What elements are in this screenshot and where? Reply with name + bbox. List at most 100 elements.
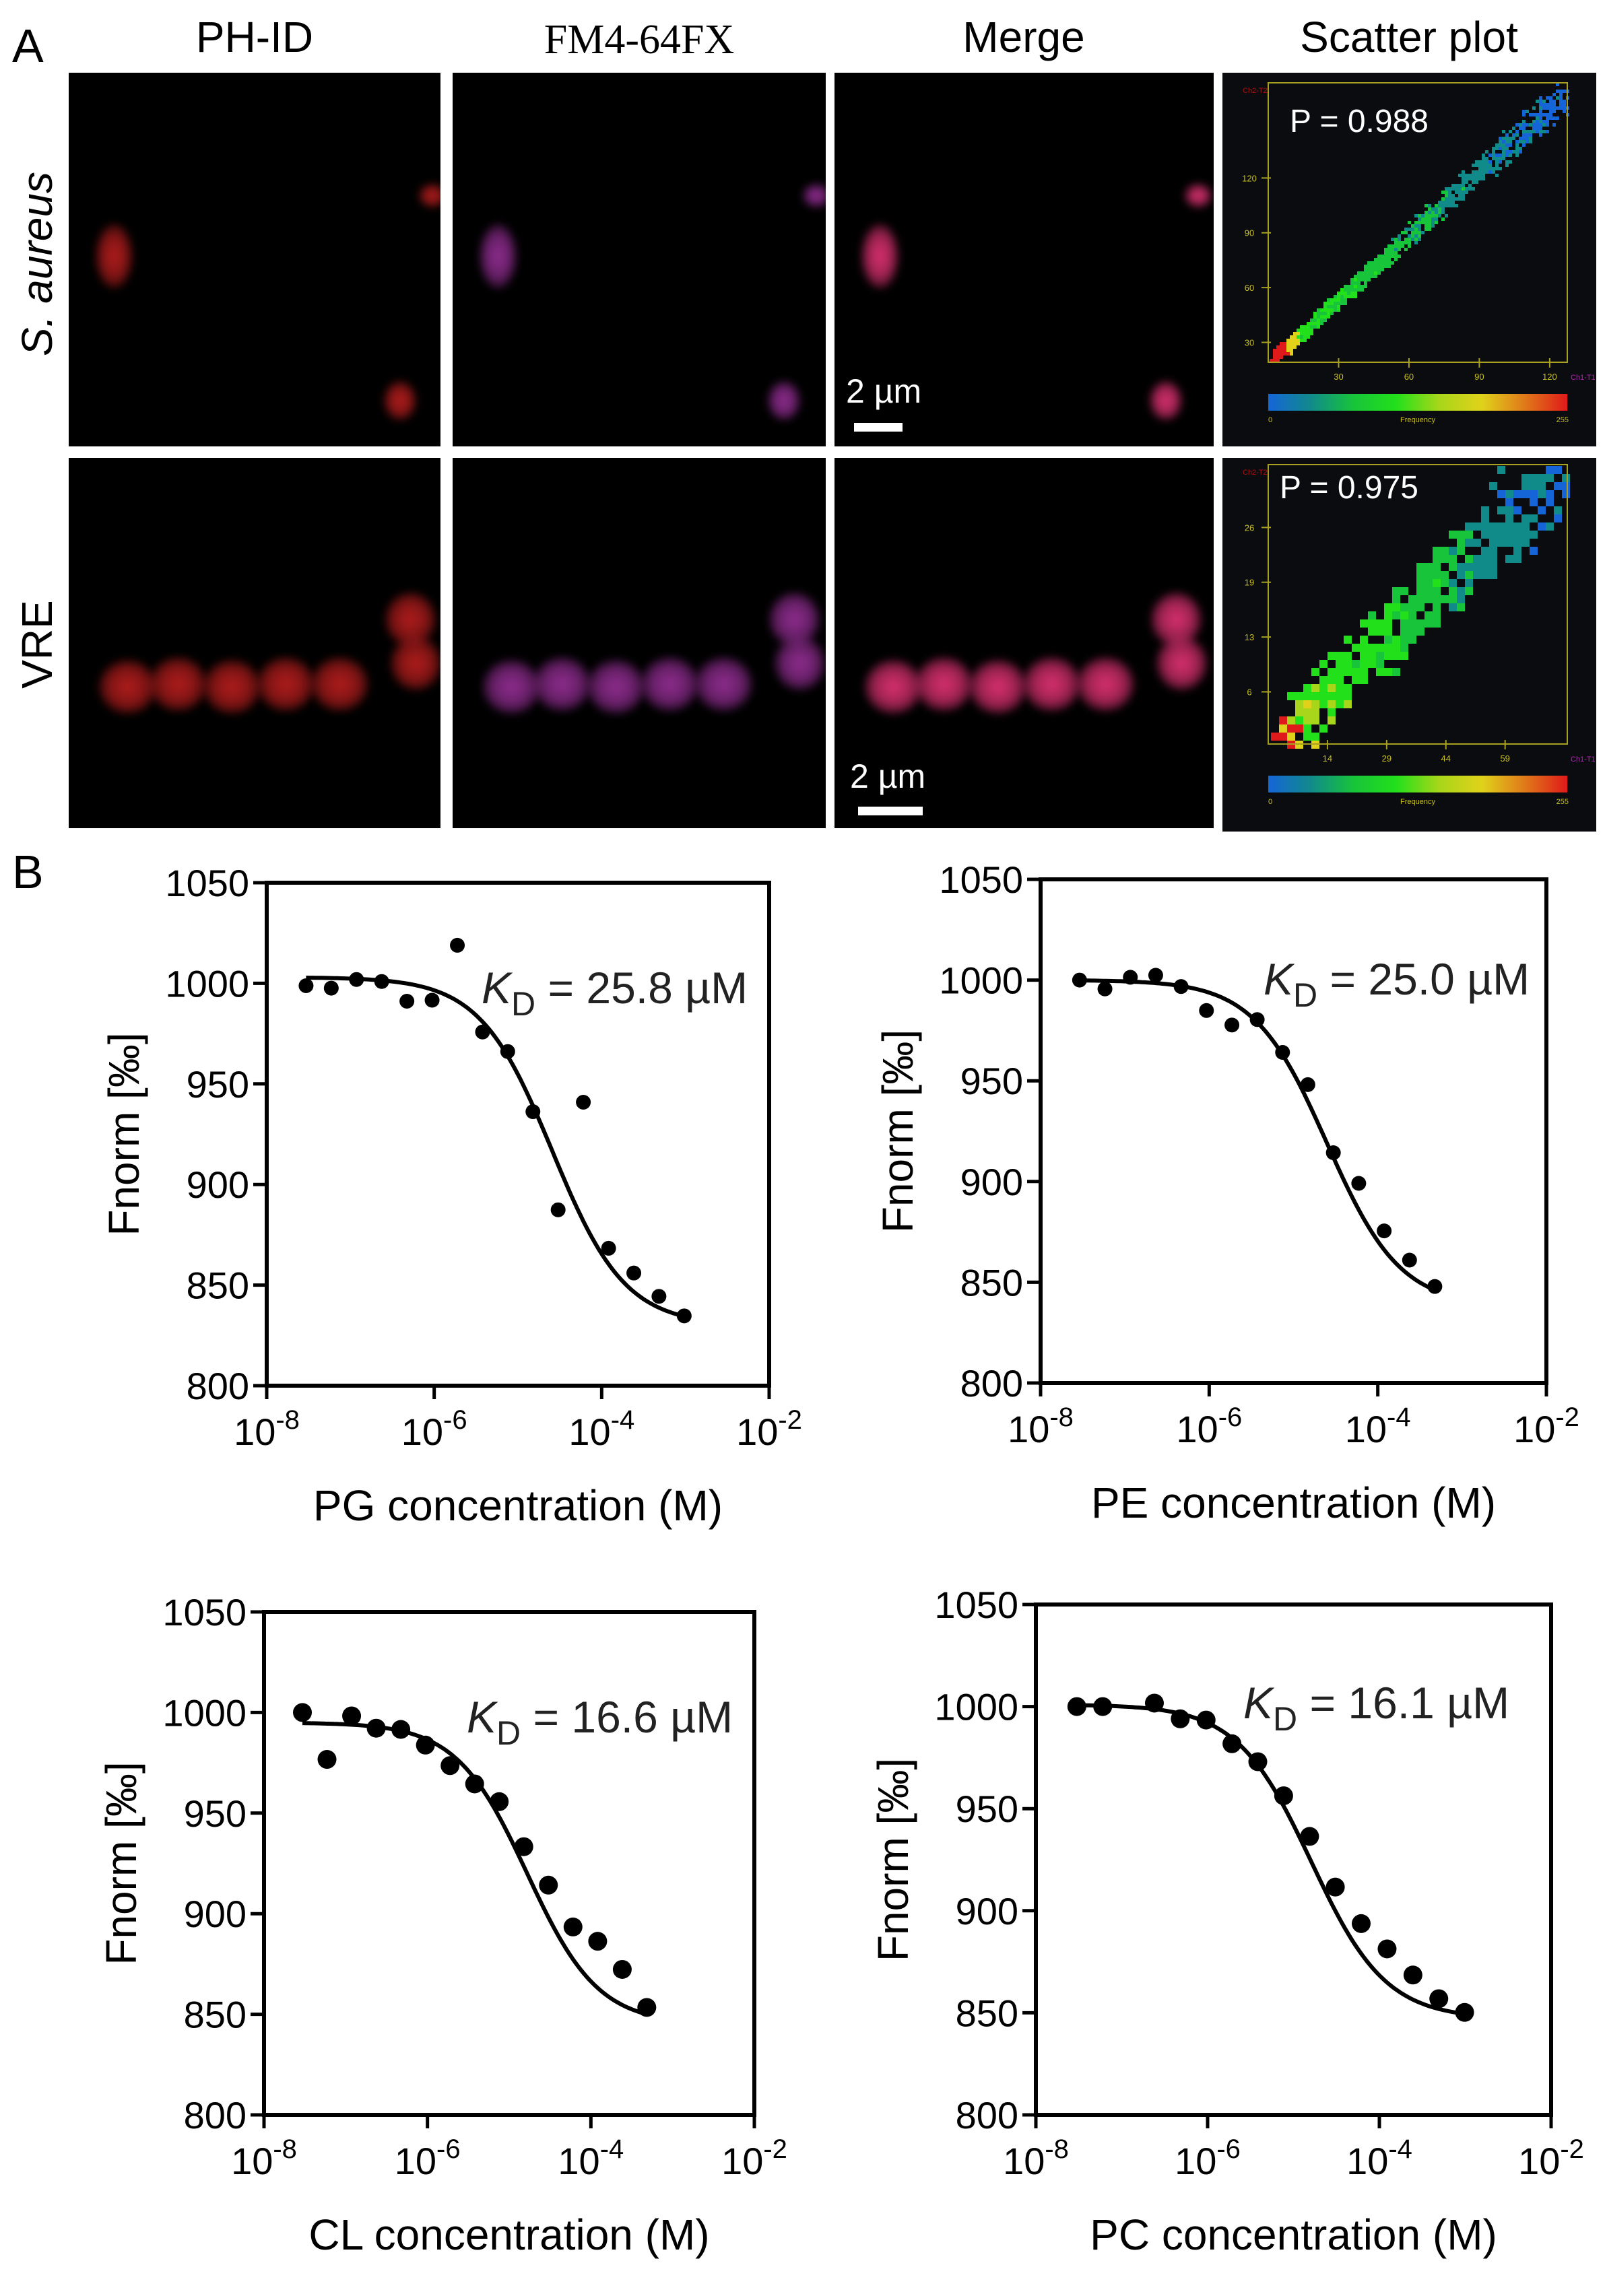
scatter-pixel [1475, 180, 1478, 184]
scatter-pixel [1384, 628, 1392, 636]
scatter-pixel [1394, 251, 1398, 255]
scatter-pixel [1424, 595, 1433, 603]
scatter-pixel [1303, 708, 1311, 716]
scatter-pixel [1441, 191, 1445, 194]
kd-value: = 16.1 µM [1297, 1678, 1509, 1728]
scatter-pixel [1307, 329, 1310, 332]
scatter-pixel [1549, 116, 1552, 120]
scatter-pixel [1280, 345, 1283, 349]
scatter-pixel [1323, 315, 1327, 318]
micrograph-fm4-64fx-vre [453, 458, 826, 828]
scatter-pixel [1344, 288, 1347, 292]
scatter-pixel [1377, 265, 1381, 268]
scatter-pixel [1492, 157, 1495, 160]
scatter-pixel [1344, 298, 1347, 302]
scatter-pixel [1336, 660, 1344, 668]
data-point [293, 1703, 313, 1722]
fit-curve [302, 1721, 648, 2017]
scatter-pixel [1327, 305, 1330, 308]
tick-base: 10 [736, 1411, 778, 1453]
scatter-pixel [1317, 308, 1320, 312]
data-point [612, 1959, 632, 1979]
scatter-pixel [1495, 167, 1499, 170]
scatter-pixel [1441, 201, 1445, 204]
cell [96, 224, 133, 288]
scatter-pixel [1481, 522, 1489, 531]
y-tick-label: 1050 [939, 858, 1023, 901]
scatter-pixel [1398, 255, 1401, 258]
scatter-pixel [1295, 692, 1303, 700]
cell [915, 657, 973, 711]
cell [1150, 381, 1182, 420]
scatter-pixel [1465, 177, 1468, 180]
scatter-pixel [1319, 676, 1328, 684]
scatter-pixel [1392, 595, 1400, 603]
scatter-ytick-label: 19 [1245, 578, 1254, 588]
x-tick-label: 10-2 [1513, 1403, 1579, 1450]
scatter-pixel [1280, 356, 1283, 359]
scatter-pixel [1546, 498, 1554, 506]
scatter-pixel [1532, 113, 1536, 116]
scatter-pixel [1313, 312, 1317, 315]
scatter-pixel [1526, 130, 1529, 133]
scatter-pixel [1495, 143, 1499, 147]
data-point [1275, 1045, 1290, 1060]
scatter-pixel [1509, 150, 1512, 154]
tick-base: 10 [1345, 1408, 1387, 1450]
scatter-pixel [1475, 164, 1478, 167]
scatter-pixel [1317, 318, 1320, 322]
scatter-pixel [1354, 285, 1357, 288]
scatter-pixel [1300, 329, 1303, 332]
scatter-pixel [1408, 595, 1416, 603]
scatter-pixel [1408, 611, 1416, 619]
scatter-pixel [1482, 164, 1485, 167]
y-axis-label: Fnorm [‰] [869, 1758, 917, 1961]
kd-annotation: KD = 16.6 µM [467, 1692, 733, 1752]
scatter-pixel [1499, 143, 1502, 147]
scatter-pixel [1317, 325, 1320, 329]
scatter-pixel [1303, 332, 1307, 335]
scatter-pixel [1328, 708, 1336, 716]
scatter-pixel [1418, 234, 1421, 238]
scatter-pixel [1529, 113, 1532, 116]
scatter-pixel [1408, 238, 1411, 241]
scatter-pixel [1441, 211, 1445, 214]
data-point [317, 1750, 337, 1769]
colorbar-max: 255 [1557, 798, 1569, 806]
scatter-pixel [1270, 359, 1273, 362]
scatter-pixel [1381, 261, 1384, 265]
scatter-pixel [1539, 127, 1542, 130]
scatter-pixel [1448, 204, 1451, 207]
scatter-pixel [1539, 103, 1542, 106]
scatter-pixel [1509, 154, 1512, 157]
pearson-coefficient: P = 0.988 [1290, 104, 1429, 139]
scatter-pixel [1526, 123, 1529, 127]
scatter-pixel [1368, 628, 1376, 636]
scatter-pixel [1431, 207, 1435, 211]
scatter-pixel [1286, 352, 1290, 356]
scatter-pixel [1387, 258, 1391, 261]
data-point [1199, 1003, 1214, 1018]
scatter-pixel [1311, 716, 1319, 724]
scatter-pixel [1489, 571, 1497, 579]
scatter-pixel [1317, 312, 1320, 315]
scatter-xtick-label: 29 [1382, 753, 1391, 764]
scatter-pixel [1391, 244, 1394, 248]
data-point [349, 972, 364, 987]
scatter-pixel [1465, 555, 1473, 563]
scatter-pixel [1542, 123, 1546, 127]
scatter-pixel [1481, 531, 1489, 539]
scatter-pixel [1482, 174, 1485, 177]
tick-exponent: -6 [436, 2134, 461, 2164]
scatter-pixel [1347, 292, 1350, 295]
scatter-pixel [1418, 228, 1421, 231]
scatter-pixel [1361, 278, 1364, 281]
scatter-pixel [1381, 255, 1384, 258]
scatter-pixel [1340, 295, 1344, 298]
scatter-pixel [1495, 174, 1499, 177]
scatter-pixel [1323, 318, 1327, 322]
scatter-pixel [1522, 133, 1526, 137]
scatter-pixel [1320, 308, 1323, 312]
scatter-pixel [1462, 191, 1465, 194]
scatter-pixel [1542, 103, 1546, 106]
